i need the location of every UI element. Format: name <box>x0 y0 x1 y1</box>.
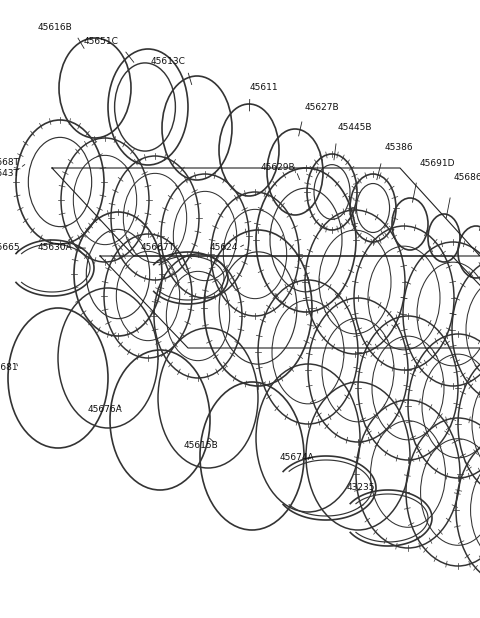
Text: 45651C: 45651C <box>83 38 118 46</box>
Text: 45674A: 45674A <box>279 454 314 462</box>
Text: 43235: 43235 <box>347 483 375 493</box>
Text: 45665: 45665 <box>0 243 20 253</box>
Text: 45686C: 45686C <box>454 174 480 182</box>
Text: 45624: 45624 <box>210 243 238 253</box>
Text: 45615B: 45615B <box>183 441 218 451</box>
Text: 45627B: 45627B <box>305 103 340 112</box>
Text: 45445B: 45445B <box>338 124 372 132</box>
Text: 45611: 45611 <box>250 83 278 93</box>
Text: 45667T: 45667T <box>141 243 175 253</box>
Text: 45616B: 45616B <box>37 23 72 33</box>
Text: 45613C: 45613C <box>150 57 185 67</box>
Text: 45630A: 45630A <box>37 243 72 253</box>
Text: 45668T
45643T: 45668T 45643T <box>0 158 20 178</box>
Text: 45386: 45386 <box>385 143 414 153</box>
Text: 45691D: 45691D <box>420 159 456 169</box>
Text: 45629B: 45629B <box>260 164 295 172</box>
Text: 45676A: 45676A <box>87 405 122 415</box>
Text: 45681: 45681 <box>0 363 18 373</box>
